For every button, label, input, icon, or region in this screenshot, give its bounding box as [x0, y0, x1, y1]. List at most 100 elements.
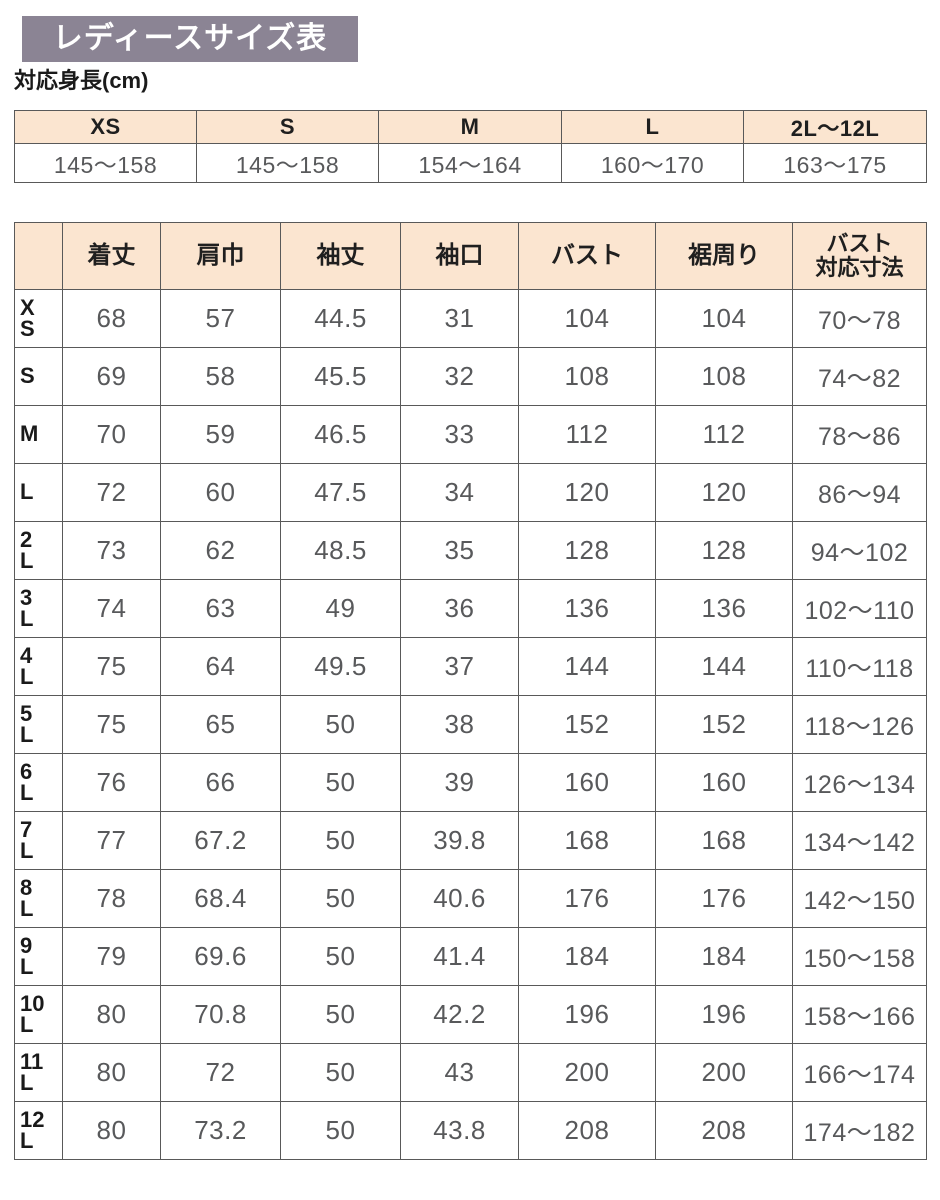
- row-size-line: L: [20, 779, 34, 805]
- bust-range-header-line-1: バスト: [826, 230, 893, 256]
- row-size-line: X: [20, 294, 35, 320]
- cell-katahaba: 72: [160, 1043, 281, 1102]
- cell-sodetake: 47.5: [280, 463, 401, 522]
- height-value-2l-12l: 163〜175: [743, 143, 927, 183]
- row-size-line: 8: [20, 874, 33, 900]
- cell-sodetake: 49.5: [280, 637, 401, 696]
- cell-susomawari: 120: [655, 463, 793, 522]
- cell-susomawari: 112: [655, 405, 793, 464]
- cell-susomawari: 128: [655, 521, 793, 580]
- cell-sodetake: 50: [280, 811, 401, 870]
- row-size-line: 6: [20, 758, 33, 784]
- cell-kitake: 75: [62, 695, 161, 754]
- cell-sodeguchi: 38: [400, 695, 519, 754]
- cell-susomawari: 136: [655, 579, 793, 638]
- height-value-xs: 145〜158: [14, 143, 197, 183]
- table-row: 6 L 76 66 50 39 160 160 126〜134: [14, 753, 927, 812]
- row-size-line: L: [20, 721, 34, 747]
- measurement-header-susomawari: 裾周り: [655, 222, 793, 290]
- cell-katahaba: 59: [160, 405, 281, 464]
- cell-kitake: 69: [62, 347, 161, 406]
- table-row: 12 L 80 73.2 50 43.8 208 208 174〜182: [14, 1101, 927, 1160]
- measurement-table-container: 着丈 肩巾 袖丈 袖口 バスト 裾周り バスト 対応寸法 X S 68 57 44.5 3…: [14, 222, 927, 1160]
- page-title-banner: レディースサイズ表: [22, 16, 358, 62]
- cell-sodeguchi: 43.8: [400, 1101, 519, 1160]
- cell-sodetake: 50: [280, 1101, 401, 1160]
- cell-susomawari: 144: [655, 637, 793, 696]
- cell-kitake: 75: [62, 637, 161, 696]
- cell-bust: 136: [518, 579, 656, 638]
- cell-sodeguchi: 42.2: [400, 985, 519, 1044]
- cell-sodeguchi: 37: [400, 637, 519, 696]
- measurement-header-kitake: 着丈: [62, 222, 161, 290]
- cell-susomawari: 108: [655, 347, 793, 406]
- cell-sodeguchi: 33: [400, 405, 519, 464]
- cell-sodetake: 50: [280, 753, 401, 812]
- measurement-header-row: 着丈 肩巾 袖丈 袖口 バスト 裾周り バスト 対応寸法: [14, 222, 927, 290]
- cell-bust: 104: [518, 289, 656, 348]
- cell-kitake: 70: [62, 405, 161, 464]
- cell-sodeguchi: 40.6: [400, 869, 519, 928]
- cell-bust-range: 134〜142: [792, 811, 927, 870]
- row-size-label: M: [14, 405, 63, 464]
- measurement-header-bust-range: バスト 対応寸法: [792, 222, 927, 290]
- row-size-line: 3: [20, 584, 33, 610]
- cell-kitake: 80: [62, 985, 161, 1044]
- height-value-l: 160〜170: [561, 143, 744, 183]
- row-size-line: 11: [20, 1048, 44, 1074]
- height-value-m: 154〜164: [378, 143, 562, 183]
- cell-sodeguchi: 35: [400, 521, 519, 580]
- cell-sodeguchi: 34: [400, 463, 519, 522]
- row-size-line: L: [20, 479, 34, 505]
- cell-katahaba: 65: [160, 695, 281, 754]
- cell-susomawari: 184: [655, 927, 793, 986]
- measurement-header-sodeguchi: 袖口: [400, 222, 519, 290]
- row-size-line: L: [20, 1069, 34, 1095]
- height-value-s: 145〜158: [196, 143, 379, 183]
- cell-bust: 208: [518, 1101, 656, 1160]
- table-row: X S 68 57 44.5 31 104 104 70〜78: [14, 289, 927, 348]
- table-row: S 69 58 45.5 32 108 108 74〜82: [14, 347, 927, 406]
- row-size-label: 11 L: [14, 1043, 63, 1102]
- row-size-label: L: [14, 463, 63, 522]
- table-row: 8 L 78 68.4 50 40.6 176 176 142〜150: [14, 869, 927, 928]
- cell-katahaba: 64: [160, 637, 281, 696]
- cell-bust-range: 150〜158: [792, 927, 927, 986]
- cell-sodeguchi: 41.4: [400, 927, 519, 986]
- cell-sodeguchi: 36: [400, 579, 519, 638]
- cell-bust: 184: [518, 927, 656, 986]
- cell-susomawari: 104: [655, 289, 793, 348]
- cell-bust: 112: [518, 405, 656, 464]
- row-size-line: L: [20, 837, 34, 863]
- cell-kitake: 76: [62, 753, 161, 812]
- row-size-line: L: [20, 663, 34, 689]
- cell-bust: 160: [518, 753, 656, 812]
- cell-bust: 196: [518, 985, 656, 1044]
- cell-bust-range: 78〜86: [792, 405, 927, 464]
- cell-sodetake: 50: [280, 985, 401, 1044]
- cell-katahaba: 60: [160, 463, 281, 522]
- cell-kitake: 80: [62, 1043, 161, 1102]
- height-table: XS S M L 2L〜12L 145〜158 145〜158 154〜164 …: [14, 110, 927, 183]
- table-row: 5 L 75 65 50 38 152 152 118〜126: [14, 695, 927, 754]
- cell-bust: 128: [518, 521, 656, 580]
- cell-susomawari: 196: [655, 985, 793, 1044]
- row-size-line: S: [20, 315, 35, 341]
- row-size-line: L: [20, 605, 34, 631]
- row-size-line: S: [20, 363, 35, 389]
- cell-susomawari: 208: [655, 1101, 793, 1160]
- height-header-xs: XS: [14, 110, 197, 144]
- cell-kitake: 80: [62, 1101, 161, 1160]
- cell-susomawari: 160: [655, 753, 793, 812]
- bust-range-header-line-2: 対応寸法: [815, 255, 904, 280]
- row-size-line: L: [20, 547, 34, 573]
- cell-bust: 120: [518, 463, 656, 522]
